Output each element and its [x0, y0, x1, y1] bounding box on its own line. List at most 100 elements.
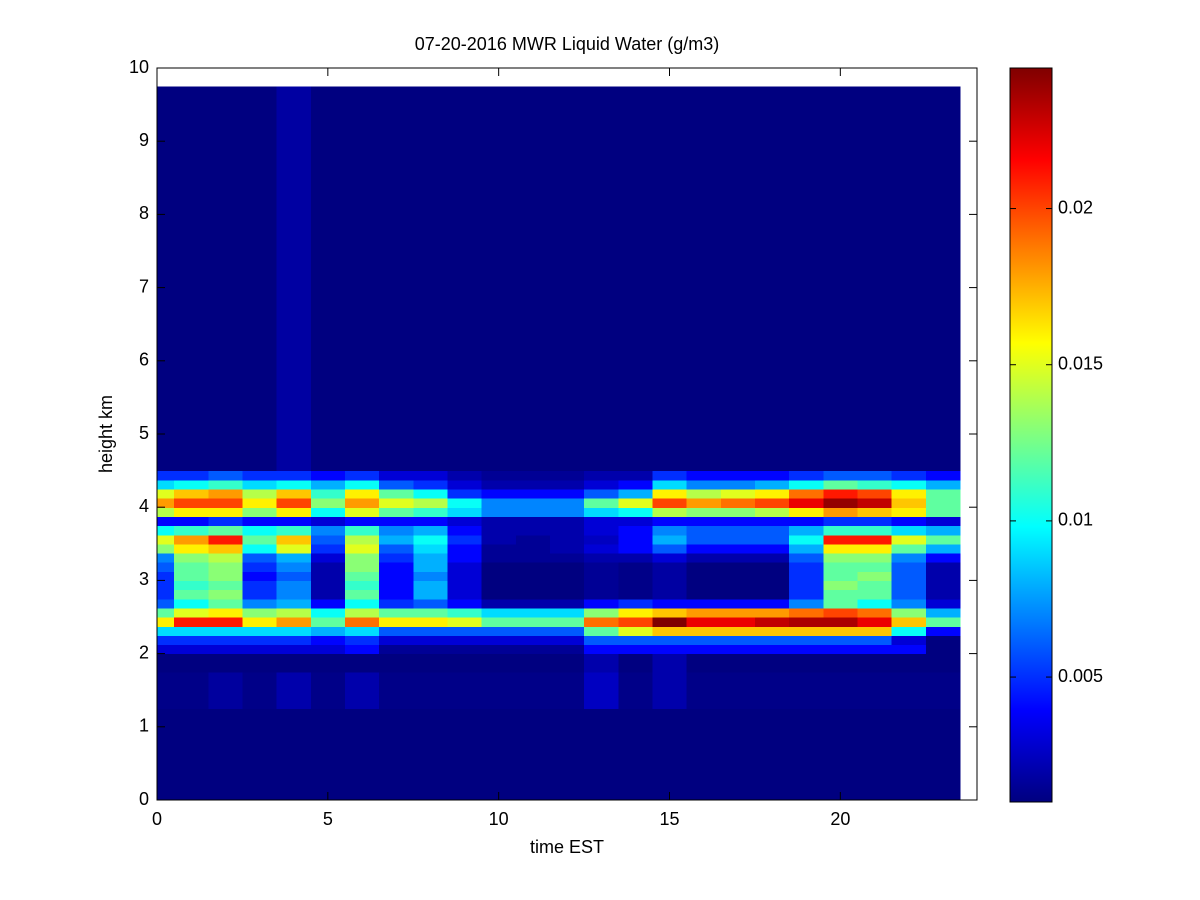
cell — [686, 617, 722, 627]
cell — [891, 562, 927, 572]
cell — [276, 507, 312, 517]
cell — [549, 86, 585, 472]
cell — [174, 86, 209, 472]
cell — [857, 562, 893, 572]
cell — [310, 589, 346, 600]
cell — [413, 671, 449, 710]
cell — [857, 598, 893, 609]
cell — [481, 525, 517, 536]
cell — [174, 516, 209, 527]
cell — [789, 598, 824, 609]
cell — [174, 571, 209, 581]
cell — [857, 653, 893, 673]
cell — [754, 617, 790, 627]
cell — [584, 571, 619, 581]
cell — [447, 626, 483, 636]
cell — [925, 580, 961, 591]
cell — [174, 479, 209, 490]
cell — [823, 617, 859, 627]
cell — [789, 580, 824, 591]
cell — [652, 552, 688, 563]
cell — [789, 470, 824, 481]
cell — [652, 470, 688, 481]
cell — [925, 516, 961, 527]
cell — [344, 571, 380, 581]
cell — [652, 488, 688, 499]
cell — [549, 498, 585, 508]
y-tick-label: 7 — [139, 276, 149, 296]
cell — [447, 617, 483, 627]
cell — [379, 653, 414, 673]
cell — [208, 488, 244, 499]
cell — [208, 516, 244, 527]
cell — [242, 617, 278, 627]
cell — [344, 617, 380, 627]
cell — [891, 470, 927, 481]
cell — [344, 580, 380, 591]
cell — [174, 534, 209, 545]
cell — [618, 653, 654, 673]
cell — [379, 525, 414, 536]
cell — [652, 708, 688, 801]
cell — [242, 488, 278, 499]
cell — [379, 617, 414, 627]
cell — [515, 626, 551, 636]
cell — [549, 644, 585, 655]
cell — [344, 607, 380, 618]
cell — [789, 525, 824, 536]
cell — [925, 571, 961, 581]
cell — [481, 488, 517, 499]
cell — [584, 580, 619, 591]
cell — [515, 525, 551, 536]
cell — [754, 708, 790, 801]
colorbar-tick-label: 0.005 — [1058, 666, 1103, 686]
cell — [652, 589, 688, 600]
cell — [720, 470, 756, 481]
cell — [549, 543, 585, 554]
cell — [208, 607, 244, 618]
cell — [789, 86, 824, 472]
cell — [891, 653, 927, 673]
cell — [481, 86, 517, 472]
cell — [686, 626, 722, 636]
cell — [344, 86, 380, 472]
colorbar — [1009, 67, 1053, 803]
cell — [208, 479, 244, 490]
cell — [379, 498, 414, 508]
cell — [584, 598, 619, 609]
cell — [481, 516, 517, 527]
cell — [652, 653, 688, 673]
cell — [174, 580, 209, 591]
cell — [686, 479, 722, 490]
cell — [310, 552, 346, 563]
cell — [925, 562, 961, 572]
cell — [157, 543, 175, 554]
cell — [652, 644, 688, 655]
cell — [754, 589, 790, 600]
cell — [208, 543, 244, 554]
cell — [584, 653, 619, 673]
cell — [686, 562, 722, 572]
cell — [515, 598, 551, 609]
cell — [686, 516, 722, 527]
cell — [925, 543, 961, 554]
cell — [891, 534, 927, 545]
y-tick-label: 2 — [139, 642, 149, 662]
cell — [174, 644, 209, 655]
cell — [157, 507, 175, 517]
cell — [618, 479, 654, 490]
cell — [789, 653, 824, 673]
cell — [618, 516, 654, 527]
cell — [686, 571, 722, 581]
cell — [276, 534, 312, 545]
cell — [549, 571, 585, 581]
cell — [754, 479, 790, 490]
cell — [379, 470, 414, 481]
cell — [208, 708, 244, 801]
cell — [447, 653, 483, 673]
cell — [857, 488, 893, 499]
cell — [310, 498, 346, 508]
cell — [276, 607, 312, 618]
cell — [754, 507, 790, 517]
cell — [584, 498, 619, 508]
